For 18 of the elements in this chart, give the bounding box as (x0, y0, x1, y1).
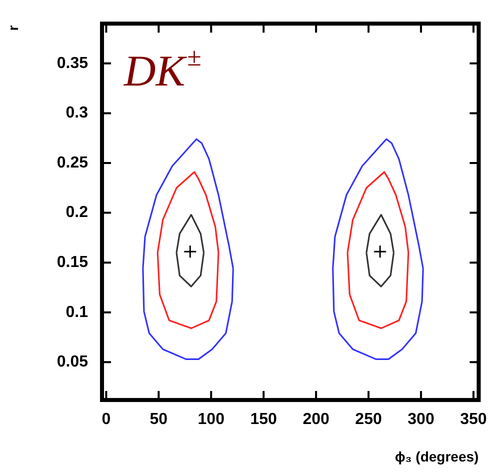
x-tick-label: 0 (102, 411, 111, 428)
x-tick-label: 200 (302, 411, 330, 428)
y-tick-label: 0.05 (56, 354, 88, 371)
x-axis-title: ϕ₃ (degrees) (394, 448, 479, 464)
x-tick-label: 100 (198, 411, 225, 428)
y-axis-title: r (5, 24, 21, 31)
x-tick-label: 150 (250, 411, 278, 428)
y-tick-label: 0.2 (66, 204, 88, 222)
y-tick-label: 0.1 (66, 304, 88, 321)
y-tick-label: 0.35 (56, 54, 88, 72)
y-tick-label: 0.25 (56, 154, 88, 172)
x-tick-label: 350 (460, 411, 487, 428)
y-tick-label: 0.3 (66, 104, 88, 122)
x-tick-label: 250 (355, 411, 382, 428)
y-tick-label: 0.15 (56, 254, 88, 271)
x-tick-label: 50 (150, 411, 168, 428)
x-tick-label: 300 (408, 411, 434, 428)
annotation: DK± (123, 42, 202, 96)
